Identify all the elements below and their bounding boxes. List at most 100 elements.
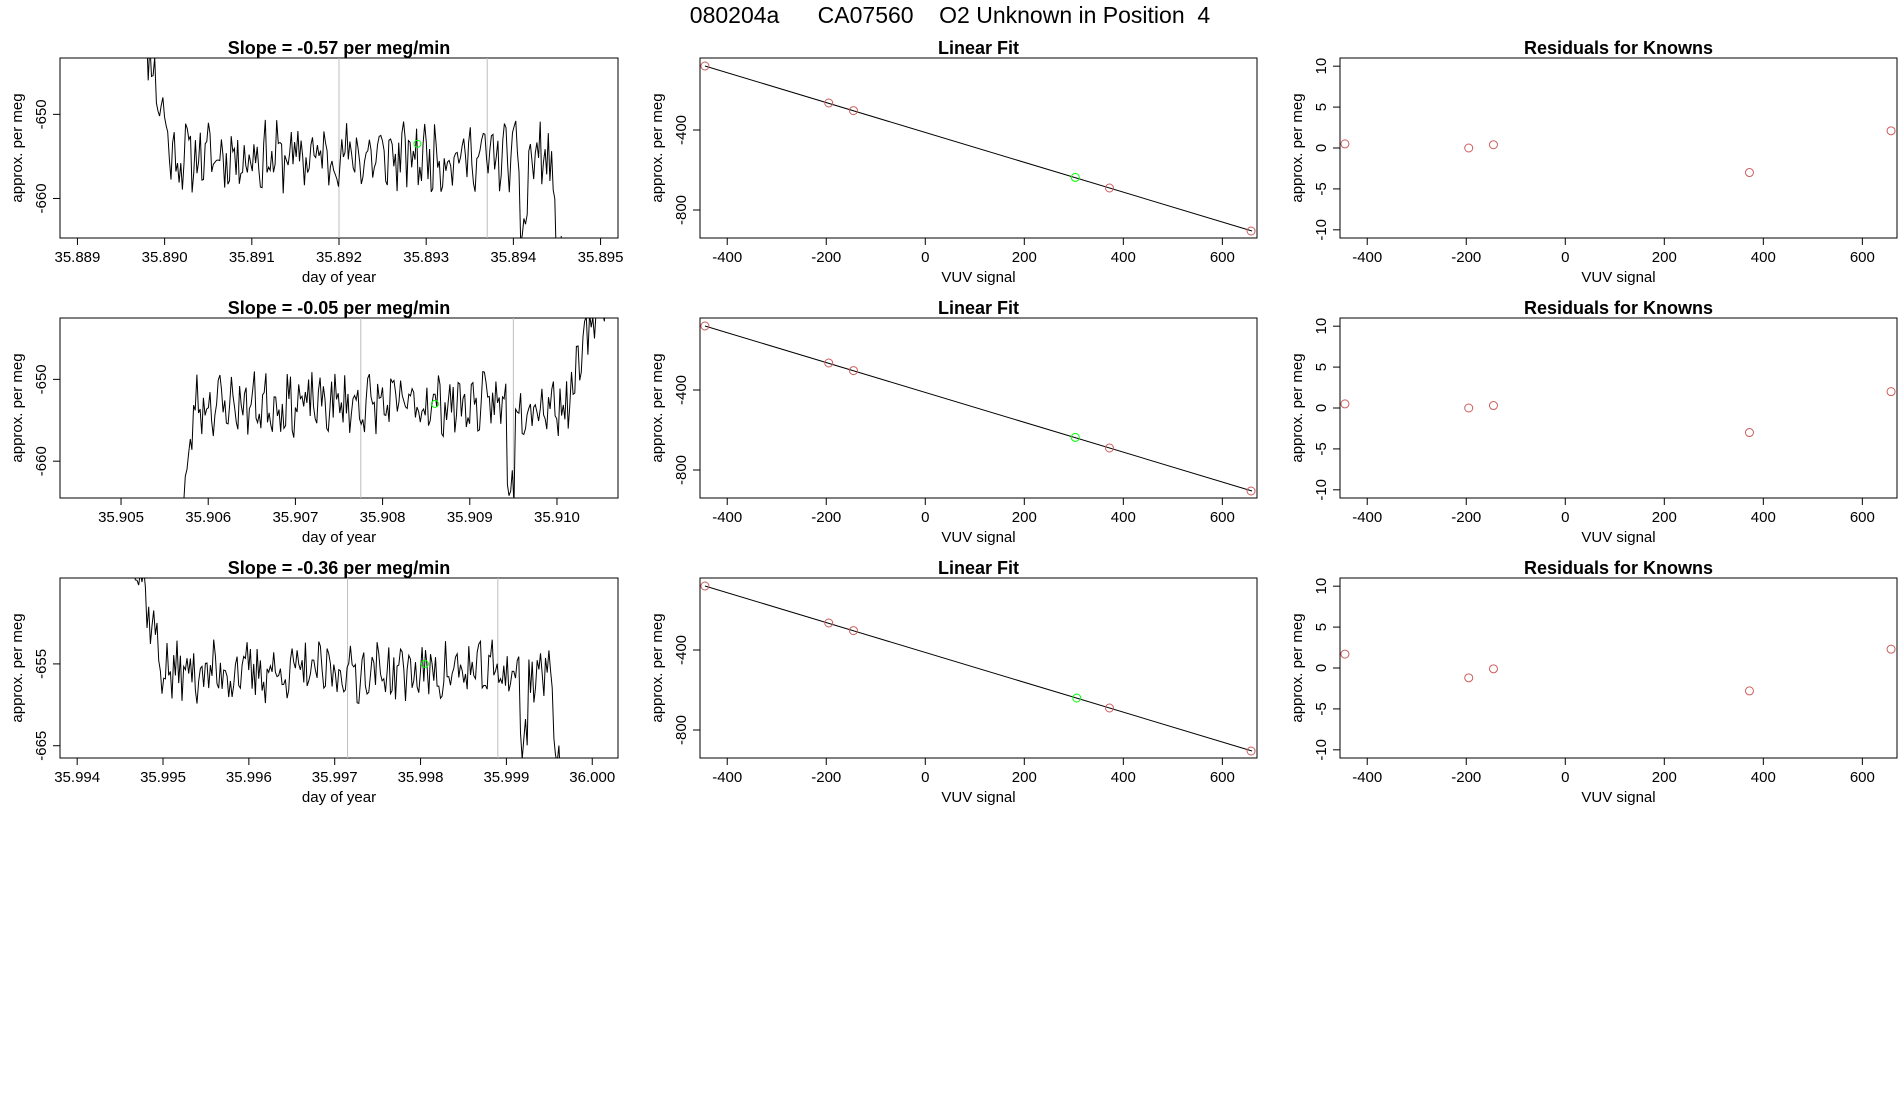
known-point [1744,686,1754,696]
y-tick-label: 0 [1313,664,1330,672]
x-tick-label: -200 [1451,249,1481,266]
x-tick-label: 200 [1652,249,1677,266]
plot-title: Residuals for Knowns [1524,558,1713,578]
x-tick-label: 0 [1561,249,1569,266]
y-axis-label: approx. per meg [649,93,666,202]
plot-frame [1339,57,1898,239]
x-tick-label: 35.998 [398,769,444,786]
timeseries-line [134,578,560,758]
x-axis-label: VUV signal [1581,269,1655,286]
x-tick-label: 35.893 [403,249,449,266]
known-point [1104,443,1114,453]
x-tick-label: -200 [811,769,841,786]
known-point [848,366,858,376]
x-tick-label: 600 [1210,769,1235,786]
x-tick-label: 0 [921,769,929,786]
known-point [700,61,710,71]
plot-title: Linear Fit [938,558,1019,578]
x-tick-label: 600 [1850,509,1875,526]
known-point [848,106,858,116]
unknown-marker [420,659,429,668]
x-tick-label: 35.908 [360,509,406,526]
x-tick-label: 35.910 [534,509,580,526]
plot-frame [1339,577,1898,759]
known-point [1104,183,1114,193]
plot-title: Residuals for Knowns [1524,298,1713,318]
y-tick-label: -400 [673,635,690,665]
known-point [1488,140,1498,150]
x-axis-label: day of year [302,529,376,546]
x-axis-label: VUV signal [941,529,1015,546]
known-point [1488,664,1498,674]
known-point [700,581,710,591]
timeseries-line [146,58,562,238]
y-axis-label: approx. per meg [9,93,26,202]
unknown-marker [430,399,439,408]
x-tick-label: 35.892 [316,249,362,266]
unknown-point [1070,172,1080,182]
x-tick-label: -400 [712,769,742,786]
x-tick-label: 35.909 [447,509,493,526]
x-tick-label: -400 [1352,509,1382,526]
x-tick-label: 600 [1850,769,1875,786]
x-tick-label: 35.999 [483,769,529,786]
y-tick-label: 0 [1313,144,1330,152]
x-axis-label: VUV signal [941,789,1015,806]
y-tick-label: -5 [1313,442,1330,455]
y-axis-label: approx. per meg [9,353,26,462]
y-axis-label: approx. per meg [1289,613,1306,722]
x-tick-label: 35.996 [226,769,272,786]
known-point [824,358,834,368]
x-tick-label: 35.995 [140,769,186,786]
fit-line [704,325,1253,492]
plot-title: Slope = -0.05 per meg/min [228,298,451,318]
x-tick-label: 35.890 [142,249,188,266]
x-tick-label: -400 [1352,249,1382,266]
plot-frame [59,577,619,759]
x-tick-label: 35.906 [185,509,231,526]
y-axis-label: approx. per meg [9,613,26,722]
known-point [824,618,834,628]
y-tick-label: -10 [1313,219,1330,241]
plot-frame [59,317,619,499]
known-point [1340,649,1350,659]
x-tick-label: -200 [1451,509,1481,526]
known-point [1744,428,1754,438]
x-axis-label: VUV signal [941,269,1015,286]
x-axis-label: day of year [302,789,376,806]
plot-title: Slope = -0.57 per meg/min [228,38,451,58]
y-tick-label: -5 [1313,182,1330,195]
known-point [1246,746,1256,756]
x-tick-label: 400 [1751,249,1776,266]
plot-title: Slope = -0.36 per meg/min [228,558,451,578]
x-tick-label: 35.895 [578,249,624,266]
y-tick-label: 5 [1313,103,1330,111]
x-tick-label: 200 [1652,769,1677,786]
y-tick-label: -660 [33,446,50,476]
x-tick-label: -200 [811,249,841,266]
known-point [1246,226,1256,236]
y-tick-label: -10 [1313,479,1330,501]
plot-title: Linear Fit [938,38,1019,58]
known-point [1464,403,1474,413]
y-tick-label: 10 [1313,318,1330,335]
x-tick-label: 400 [1111,249,1136,266]
y-tick-label: -660 [33,183,50,213]
y-axis-label: approx. per meg [1289,353,1306,462]
figure-title: 080204a CA07560 O2 Unknown in Position 4 [689,2,1211,28]
known-point [700,321,710,331]
unknown-marker [413,139,422,148]
known-point [1886,387,1896,397]
y-tick-label: -400 [673,115,690,145]
x-tick-label: 400 [1111,769,1136,786]
unknown-point [1070,432,1080,442]
y-tick-label: 0 [1313,404,1330,412]
known-point [824,98,834,108]
x-tick-label: 600 [1210,249,1235,266]
y-tick-label: -800 [673,195,690,225]
known-point [1488,401,1498,411]
y-tick-label: 5 [1313,623,1330,631]
y-tick-label: 10 [1313,58,1330,75]
plot-frame [699,317,1258,499]
known-point [1340,399,1350,409]
